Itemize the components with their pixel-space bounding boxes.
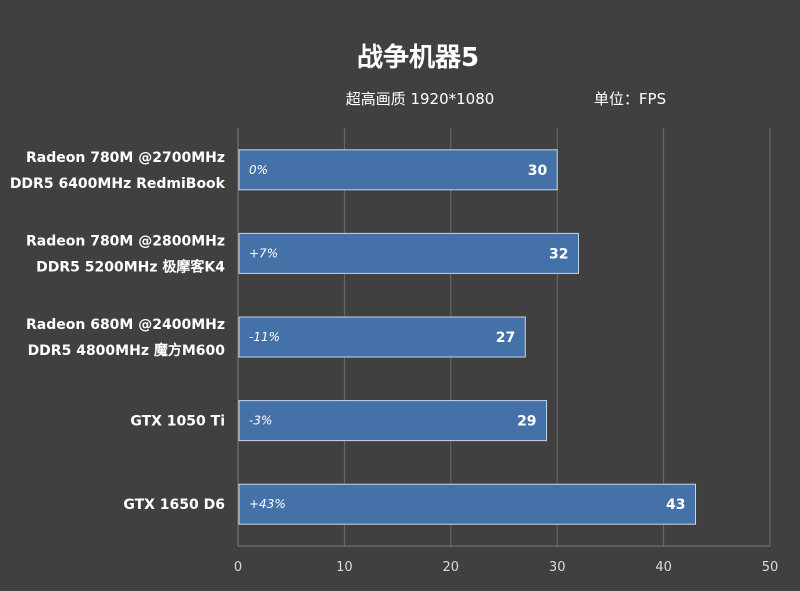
category-label: Radeon 780M @2800MHz: [26, 233, 225, 249]
x-tick-label: 40: [655, 560, 672, 575]
bar-value-label: 29: [517, 414, 536, 430]
category-label: GTX 1650 D6: [123, 497, 225, 513]
category-label: GTX 1050 Ti: [130, 414, 225, 430]
bars: 30 0% 32 +7% 27 -11% 29 -3% 43 +43%: [238, 149, 697, 525]
bar: [238, 232, 579, 274]
category-label: DDR5 5200MHz 极摩客K4: [36, 258, 225, 275]
bar-delta-label: -11%: [249, 330, 280, 344]
bar: [238, 316, 526, 358]
bar-value-label: 27: [496, 330, 515, 346]
x-tick-label: 10: [336, 560, 353, 575]
x-axis-ticks: 0 10 20 30 40 50: [234, 560, 778, 575]
category-label: DDR5 4800MHz 魔方M600: [28, 342, 226, 359]
bar-delta-label: -3%: [249, 414, 272, 428]
category-labels: Radeon 780M @2700MHz DDR5 6400MHz RedmiBo…: [10, 150, 226, 513]
bar: [238, 400, 548, 442]
bar-delta-label: 0%: [249, 163, 268, 177]
bar-value-label: 32: [549, 246, 568, 262]
category-label: Radeon 680M @2400MHz: [26, 317, 225, 333]
bar: [238, 483, 697, 525]
chart-title: 战争机器5: [357, 43, 479, 73]
chart-subtitle-unit: 单位：FPS: [594, 90, 666, 108]
bar: [238, 149, 558, 191]
x-tick-label: 50: [762, 560, 779, 575]
category-label: Radeon 780M @2700MHz: [26, 150, 225, 166]
bar-value-label: 30: [528, 163, 548, 179]
bar-value-label: 43: [666, 497, 685, 513]
grid-lines: [237, 128, 771, 547]
x-tick-label: 0: [234, 560, 242, 575]
bar-delta-label: +7%: [249, 246, 278, 260]
chart-subtitle-settings: 超高画质 1920*1080: [346, 90, 495, 108]
x-tick-label: 20: [443, 560, 460, 575]
category-label: DDR5 6400MHz RedmiBook: [10, 176, 226, 192]
x-tick-label: 30: [549, 560, 566, 575]
bar-delta-label: +43%: [249, 497, 286, 511]
